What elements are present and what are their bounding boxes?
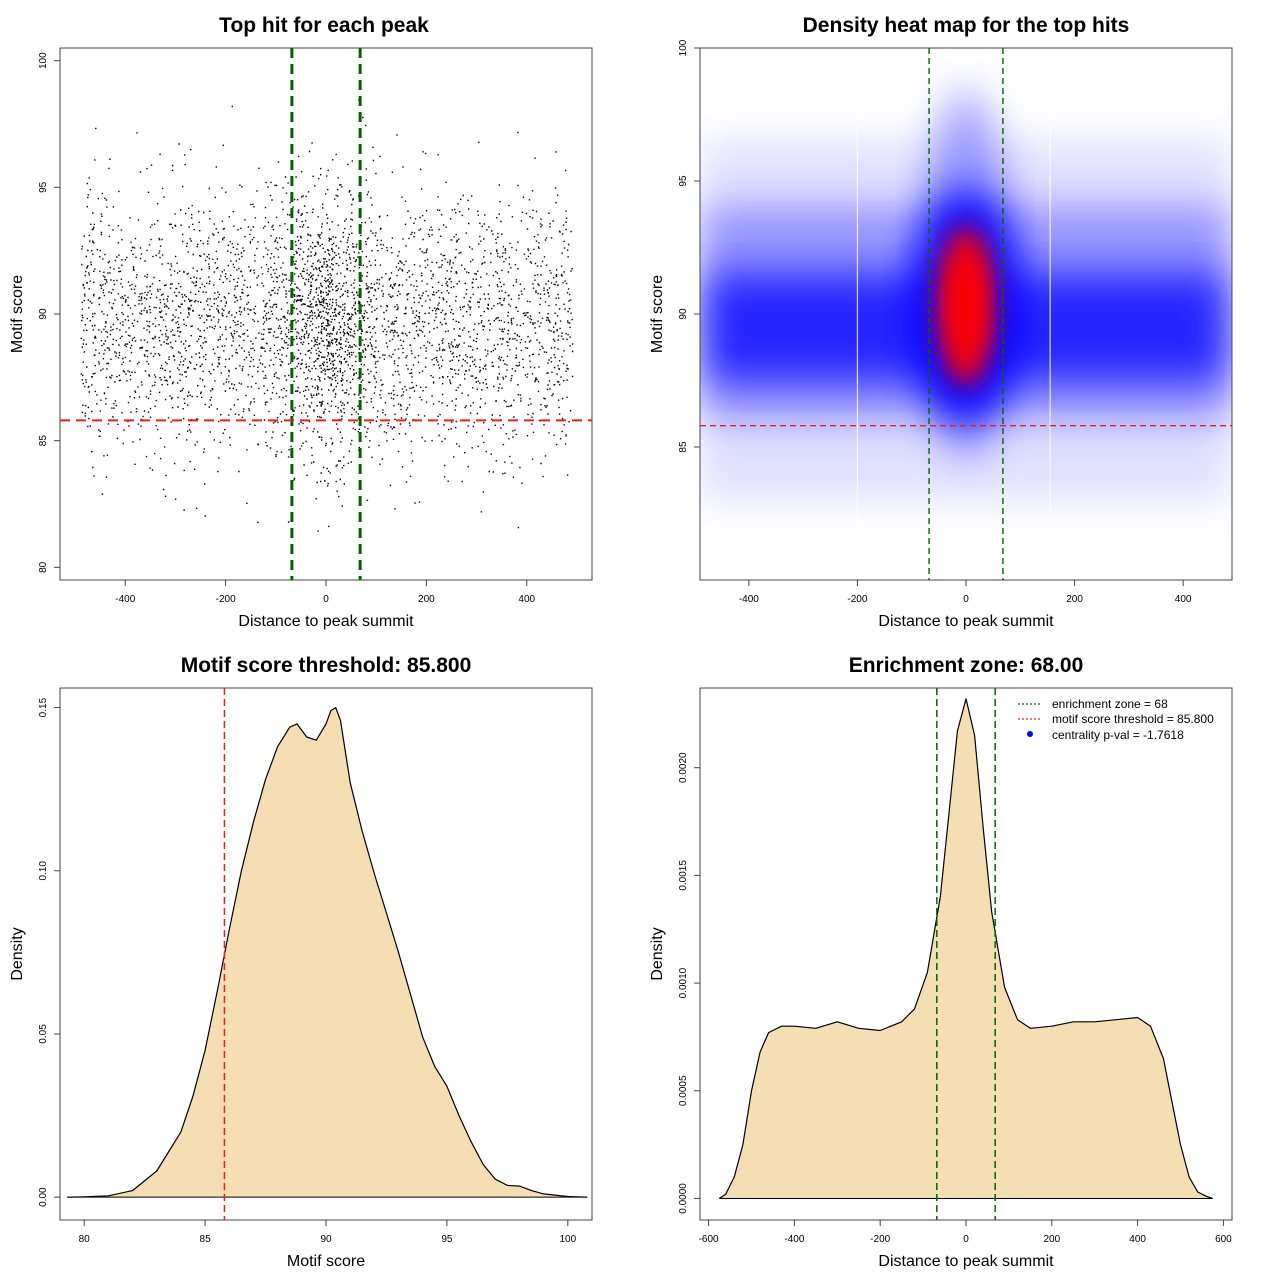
density-curve <box>718 698 1213 1200</box>
y-tick-label: 90 <box>678 308 689 320</box>
y-tick-label: 0.0005 <box>678 1075 689 1106</box>
density-area <box>67 707 588 1198</box>
x-tick-label: 400 <box>1175 594 1192 605</box>
x-tick-label: 95 <box>441 1234 453 1245</box>
heatmap-ylabel: Motif score <box>649 275 666 353</box>
x-tick-label: 90 <box>320 1234 332 1245</box>
heatmap-panel: Density heat map for the top hits -400 -2… <box>649 14 1233 630</box>
x-tick-label: -400 <box>739 594 759 605</box>
scatter-ylabel: Motif score <box>9 275 26 353</box>
distance-density-panel: Enrichment zone: 68.00 -600 -400 -200 0 200 4… <box>649 654 1233 1270</box>
y-tick-label: 0.0010 <box>678 967 689 998</box>
y-tick-label: 100 <box>38 52 49 69</box>
x-tick-label: 600 <box>1215 1234 1232 1245</box>
x-tick-label: 200 <box>418 594 435 605</box>
y-tick-label: 0.0020 <box>678 752 689 783</box>
legend-pval-swatch <box>1027 731 1033 737</box>
x-tick-label: 85 <box>200 1234 212 1245</box>
x-tick-label: -200 <box>847 594 867 605</box>
scatter-title: Top hit for each peak <box>219 14 429 37</box>
heatmap-density <box>700 48 1232 527</box>
x-tick-label: 0 <box>963 1234 969 1245</box>
score-density-xlabel: Motif score <box>287 1253 365 1270</box>
scatter-panel: Top hit for each peak -400 -200 0 200 400 80 8… <box>9 14 593 630</box>
scatter-xlabel: Distance to peak summit <box>238 613 414 630</box>
y-tick-label: 80 <box>38 561 49 573</box>
x-tick-label: 80 <box>79 1234 91 1245</box>
x-tick-label: 100 <box>559 1234 576 1245</box>
x-tick-label: -600 <box>699 1234 719 1245</box>
score-density-panel: Motif score threshold: 85.800 80 85 90 95 10… <box>9 654 593 1270</box>
x-tick-label: 200 <box>1043 1234 1060 1245</box>
legend: enrichment zone = 68 motif score thresho… <box>1018 697 1214 742</box>
density-area <box>719 698 1213 1199</box>
y-tick-label: 0.0015 <box>678 860 689 891</box>
score-density-title: Motif score threshold: 85.800 <box>181 654 472 677</box>
y-tick-label: 100 <box>678 39 689 56</box>
y-tick-label: 95 <box>38 181 49 193</box>
x-tick-label: 200 <box>1066 594 1083 605</box>
x-tick-label: 400 <box>1129 1234 1146 1245</box>
heatmap-surface <box>700 48 1232 527</box>
y-tick-label: 0.05 <box>38 1024 49 1044</box>
y-tick-label: 0.10 <box>38 861 49 881</box>
x-tick-label: -200 <box>216 594 236 605</box>
y-tick-label: 90 <box>38 308 49 320</box>
x-tick-label: 400 <box>518 594 535 605</box>
density-curve <box>67 707 588 1198</box>
legend-threshold-label: motif score threshold = 85.800 <box>1052 712 1214 726</box>
y-tick-label: 85 <box>38 435 49 447</box>
distance-density-title: Enrichment zone: 68.00 <box>849 654 1084 677</box>
x-tick-label: 0 <box>323 594 329 605</box>
y-tick-label: 0.15 <box>38 697 49 717</box>
x-tick-label: 0 <box>963 594 969 605</box>
heat-peak-core <box>952 258 980 354</box>
y-tick-label: 0.0000 <box>678 1183 689 1214</box>
x-tick-label: -200 <box>870 1234 890 1245</box>
heatmap-title: Density heat map for the top hits <box>803 14 1130 37</box>
score-density-ylabel: Density <box>9 927 26 980</box>
legend-pval-label: centrality p-val = -1.7618 <box>1052 728 1184 742</box>
y-tick-label: 85 <box>678 441 689 453</box>
distance-density-xlabel: Distance to peak summit <box>878 1253 1054 1270</box>
y-tick-label: 95 <box>678 175 689 187</box>
legend-zone-label: enrichment zone = 68 <box>1052 697 1168 711</box>
heatmap-xlabel: Distance to peak summit <box>878 613 1054 630</box>
y-tick-label: 0.00 <box>38 1187 49 1207</box>
distance-density-ylabel: Density <box>649 927 666 980</box>
x-tick-label: -400 <box>784 1234 804 1245</box>
x-tick-label: -400 <box>115 594 135 605</box>
